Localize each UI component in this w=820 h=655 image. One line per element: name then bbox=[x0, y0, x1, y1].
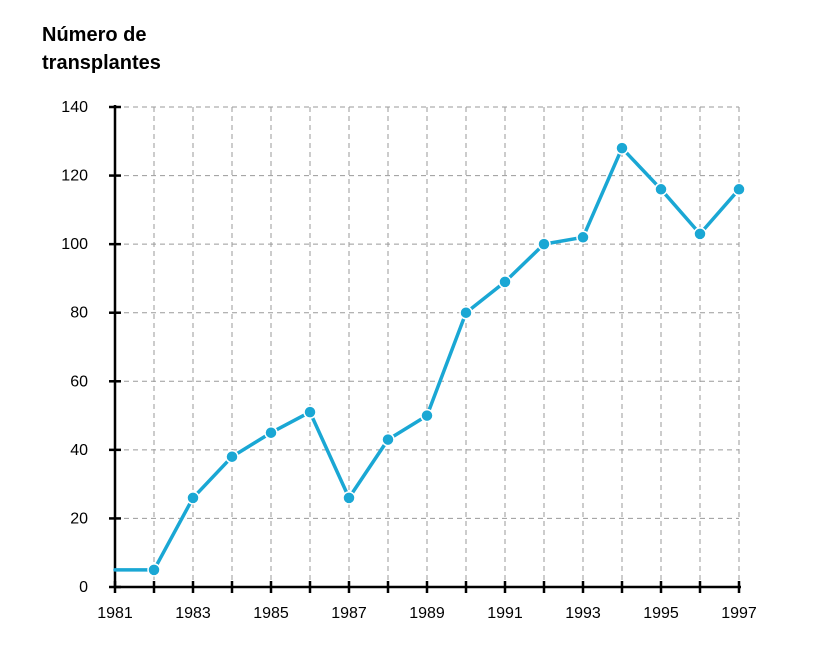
y-tick-label: 60 bbox=[70, 373, 88, 390]
y-axis-title-line-2: transplantes bbox=[42, 52, 161, 74]
data-point bbox=[303, 405, 317, 419]
x-tick-label: 1983 bbox=[175, 605, 211, 622]
data-point bbox=[459, 305, 473, 320]
data-point bbox=[615, 141, 629, 155]
x-tick-label: 1987 bbox=[331, 605, 367, 622]
data-point bbox=[537, 237, 551, 251]
y-tick-label: 140 bbox=[61, 99, 88, 116]
x-tick-label: 1985 bbox=[253, 605, 289, 622]
data-point bbox=[420, 408, 434, 423]
data-point bbox=[225, 449, 239, 464]
data-point bbox=[576, 230, 590, 245]
data-point bbox=[186, 491, 200, 505]
x-tick-label: 1995 bbox=[643, 605, 679, 622]
data-point bbox=[342, 491, 356, 505]
data-point bbox=[264, 425, 278, 440]
x-tick-label: 1997 bbox=[721, 605, 757, 622]
y-tick-label: 0 bbox=[79, 579, 88, 596]
data-point bbox=[654, 182, 668, 197]
data-point bbox=[498, 275, 512, 289]
y-tick-label: 80 bbox=[70, 305, 88, 322]
data-point bbox=[693, 227, 707, 241]
y-tick-label: 120 bbox=[61, 168, 88, 185]
x-tick-label: 1991 bbox=[487, 605, 523, 622]
y-tick-label: 40 bbox=[70, 442, 88, 459]
gridlines bbox=[115, 106, 740, 587]
y-axis-title-line-1: Número de bbox=[42, 24, 146, 46]
x-tick-label: 1981 bbox=[97, 605, 133, 622]
y-tick-label: 100 bbox=[61, 236, 88, 253]
tick-labels: 0 20 40 60 80 100 120 140 1981 1983 1985 1987 1989 19… bbox=[61, 99, 757, 622]
y-tick-label: 20 bbox=[70, 510, 88, 527]
x-tick-label: 1989 bbox=[409, 605, 445, 622]
x-tick-label: 1993 bbox=[565, 605, 601, 622]
data-point bbox=[147, 563, 161, 577]
data-point bbox=[381, 432, 395, 447]
data-point bbox=[732, 182, 746, 197]
axes bbox=[109, 105, 741, 593]
data-series bbox=[113, 141, 746, 577]
